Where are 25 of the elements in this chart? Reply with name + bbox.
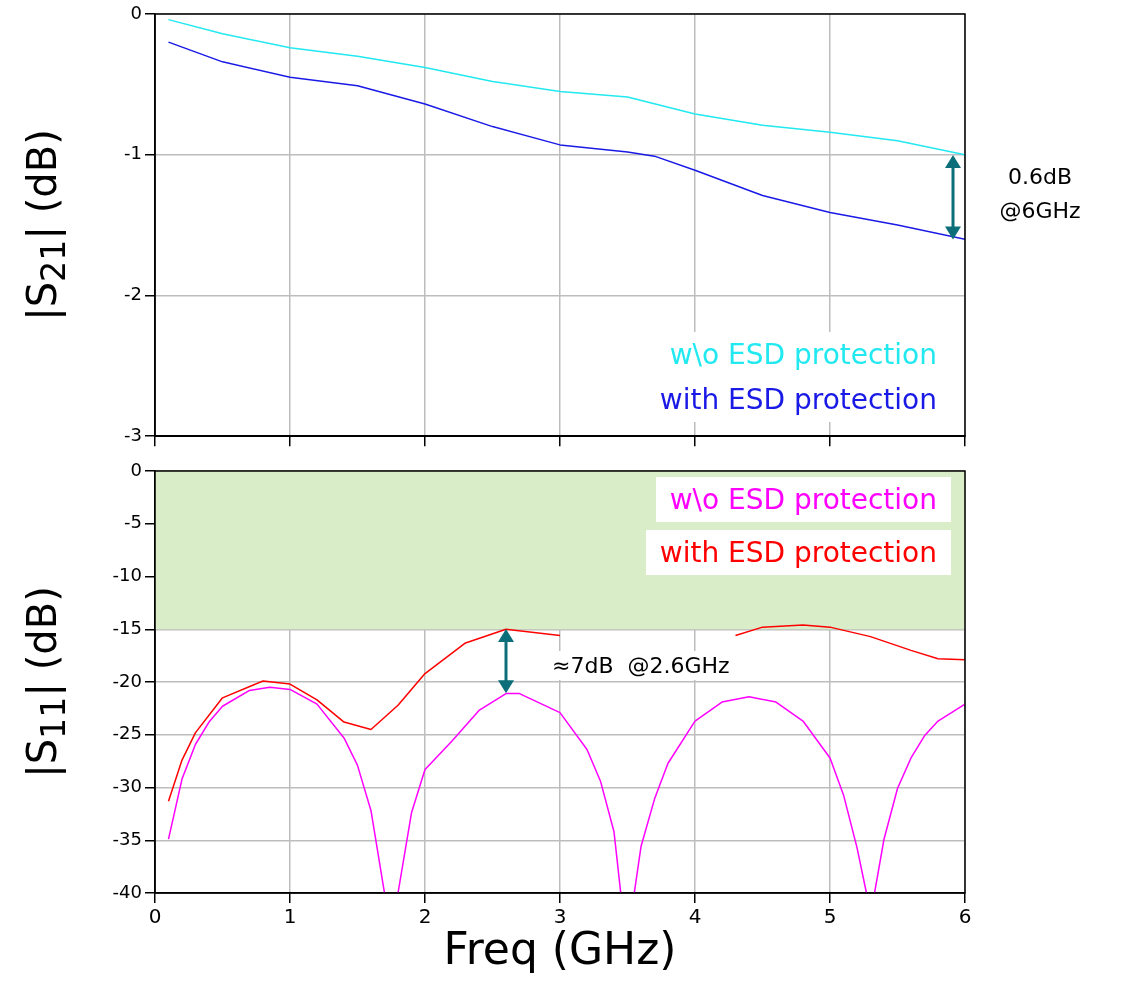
text: w\o ESD protection — [655, 332, 951, 378]
y-tick-label: -20 — [112, 669, 142, 691]
x-tick-label: 0 — [148, 904, 162, 929]
x-tick-label: 2 — [418, 904, 432, 929]
y-tick-label: -30 — [112, 775, 142, 797]
text: w\o ESD protection — [655, 477, 951, 522]
y-tick-label: -5 — [124, 511, 142, 533]
y-tick-label: -10 — [112, 564, 142, 586]
y-tick-label: -35 — [112, 827, 142, 849]
y-tick-label: -40 — [112, 880, 142, 902]
text: with ESD protection — [645, 377, 951, 423]
annotation: ≈7dB @2.6GHz — [546, 651, 736, 681]
y-tick-label: -2 — [124, 283, 142, 305]
y-tick-label: -1 — [124, 142, 142, 164]
x-tick-label: 6 — [958, 904, 972, 929]
y-tick-label: -25 — [112, 722, 142, 744]
y-tick-label: 0 — [130, 458, 142, 480]
x-tick-label: 4 — [688, 904, 702, 929]
x-tick-label: 5 — [823, 904, 837, 929]
y-tick-label: 0 — [130, 1, 142, 23]
text: with ESD protection — [645, 530, 951, 575]
y-tick-label: -15 — [112, 616, 142, 638]
y-tick-label: -3 — [124, 423, 142, 445]
x-tick-label: 1 — [283, 904, 297, 929]
annotation: 0.6dB @6GHz — [980, 159, 1100, 228]
